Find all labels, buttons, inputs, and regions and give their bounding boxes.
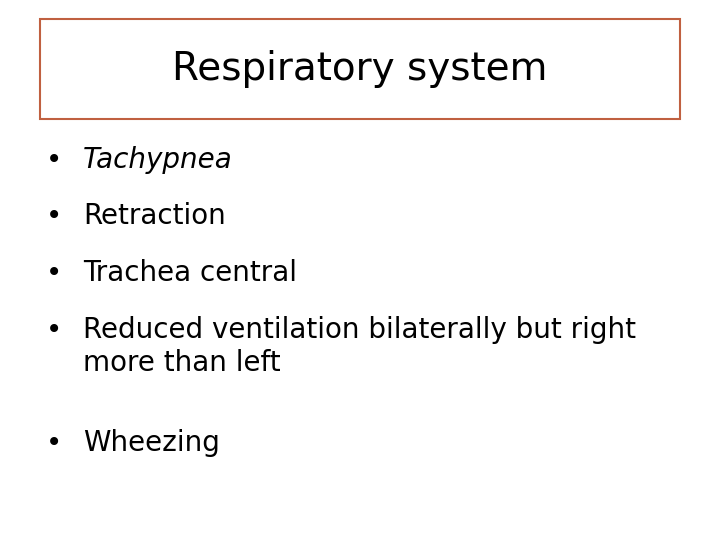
Text: Tachypnea: Tachypnea <box>83 146 233 174</box>
FancyBboxPatch shape <box>40 19 680 119</box>
Text: •: • <box>46 202 62 231</box>
Text: Reduced ventilation bilaterally but right
more than left: Reduced ventilation bilaterally but righ… <box>83 316 636 377</box>
Text: •: • <box>46 316 62 344</box>
Text: Respiratory system: Respiratory system <box>172 50 548 88</box>
Text: Wheezing: Wheezing <box>83 429 220 457</box>
Text: •: • <box>46 259 62 287</box>
Text: Trachea central: Trachea central <box>83 259 297 287</box>
Text: Retraction: Retraction <box>83 202 225 231</box>
Text: •: • <box>46 429 62 457</box>
Text: •: • <box>46 146 62 174</box>
